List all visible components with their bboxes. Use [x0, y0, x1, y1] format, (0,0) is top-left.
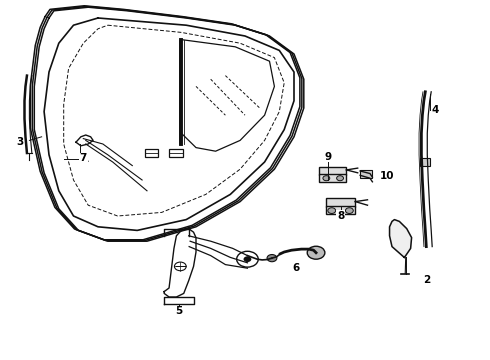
- Text: 8: 8: [337, 211, 344, 221]
- Text: 1: 1: [82, 154, 89, 164]
- Bar: [145, 149, 158, 157]
- Circle shape: [345, 208, 353, 213]
- Circle shape: [337, 176, 343, 181]
- Bar: [360, 170, 372, 178]
- Bar: [420, 158, 430, 166]
- Bar: [326, 206, 355, 214]
- Text: 2: 2: [423, 275, 430, 285]
- Text: 10: 10: [380, 171, 394, 181]
- Bar: [319, 174, 346, 182]
- Bar: [326, 198, 355, 207]
- Bar: [319, 167, 346, 175]
- Text: 5: 5: [175, 306, 182, 316]
- Bar: [169, 149, 183, 157]
- Circle shape: [267, 255, 277, 262]
- Text: 3: 3: [16, 137, 23, 147]
- Circle shape: [323, 176, 330, 181]
- Text: 7: 7: [79, 153, 87, 163]
- Text: 4: 4: [431, 105, 439, 115]
- Text: 9: 9: [325, 152, 332, 162]
- Circle shape: [307, 246, 325, 259]
- Circle shape: [244, 256, 251, 262]
- Text: 6: 6: [293, 263, 300, 273]
- Polygon shape: [390, 220, 412, 257]
- Circle shape: [328, 208, 336, 213]
